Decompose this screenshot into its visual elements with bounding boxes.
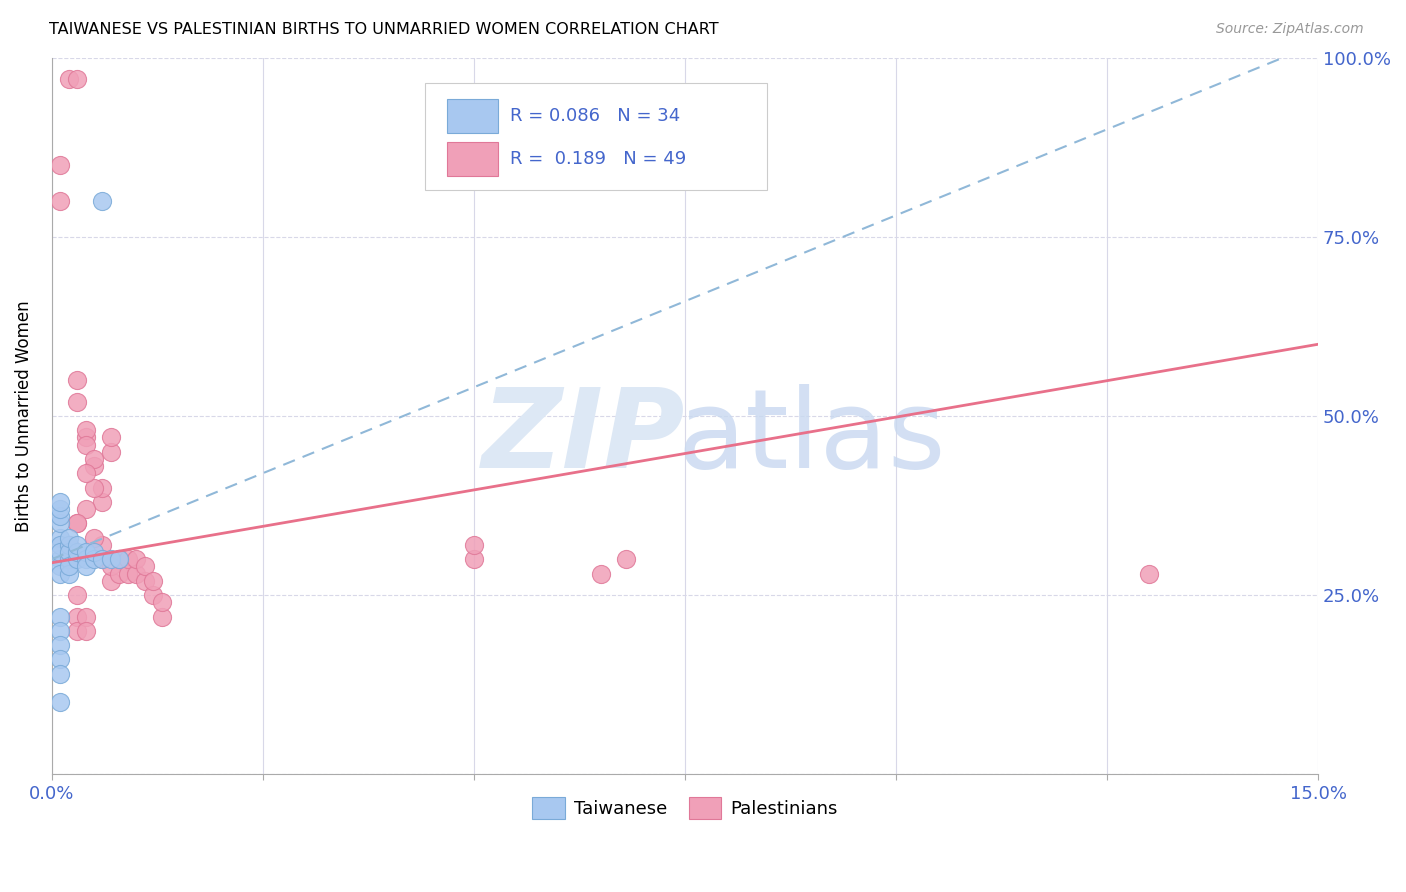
Point xyxy=(58,531,80,545)
Text: TAIWANESE VS PALESTINIAN BIRTHS TO UNMARRIED WOMEN CORRELATION CHART: TAIWANESE VS PALESTINIAN BIRTHS TO UNMAR… xyxy=(49,22,718,37)
Point xyxy=(100,430,122,444)
Point xyxy=(100,559,122,574)
Point xyxy=(49,566,72,581)
Bar xyxy=(447,142,498,176)
Point xyxy=(58,552,80,566)
Point xyxy=(49,502,72,516)
Point xyxy=(134,574,156,588)
Point xyxy=(49,638,72,652)
Bar xyxy=(447,98,498,133)
Point xyxy=(66,545,89,559)
Point xyxy=(83,451,105,466)
Point xyxy=(83,458,105,473)
Point xyxy=(83,481,105,495)
Point xyxy=(108,552,131,566)
Point xyxy=(49,194,72,208)
Point xyxy=(49,509,72,524)
Point xyxy=(58,538,80,552)
Point xyxy=(75,467,97,481)
Point xyxy=(91,481,114,495)
Legend: Taiwanese, Palestinians: Taiwanese, Palestinians xyxy=(524,789,845,826)
Point xyxy=(75,423,97,437)
Point xyxy=(49,531,72,545)
Point xyxy=(49,696,72,710)
Point xyxy=(463,538,485,552)
Point xyxy=(75,502,97,516)
Point xyxy=(91,552,114,566)
Point xyxy=(125,566,148,581)
Point xyxy=(83,545,105,559)
Point xyxy=(66,552,89,566)
Y-axis label: Births to Unmarried Women: Births to Unmarried Women xyxy=(15,300,32,532)
Point xyxy=(75,545,97,559)
Point xyxy=(91,194,114,208)
Point xyxy=(58,545,80,559)
Point xyxy=(58,552,80,566)
Text: atlas: atlas xyxy=(678,384,946,491)
Point xyxy=(49,666,72,681)
Point xyxy=(75,552,97,566)
Point xyxy=(91,538,114,552)
Point xyxy=(100,574,122,588)
Point xyxy=(58,566,80,581)
Point xyxy=(75,559,97,574)
Point xyxy=(66,516,89,531)
Point xyxy=(1137,566,1160,581)
Point xyxy=(142,574,165,588)
Point xyxy=(66,624,89,638)
Point xyxy=(117,566,139,581)
Point xyxy=(49,559,72,574)
Point xyxy=(589,566,612,581)
Point xyxy=(58,559,80,574)
Point xyxy=(134,559,156,574)
Point xyxy=(108,566,131,581)
Point xyxy=(49,624,72,638)
Point xyxy=(66,538,89,552)
Point xyxy=(66,588,89,602)
Point xyxy=(58,72,80,87)
Point xyxy=(66,72,89,87)
Point xyxy=(614,552,637,566)
Point xyxy=(125,552,148,566)
Point xyxy=(49,552,72,566)
Point xyxy=(463,552,485,566)
Point xyxy=(75,624,97,638)
Text: Source: ZipAtlas.com: Source: ZipAtlas.com xyxy=(1216,22,1364,37)
Point xyxy=(49,545,72,559)
Point xyxy=(117,552,139,566)
Point xyxy=(66,394,89,409)
Text: R =  0.189   N = 49: R = 0.189 N = 49 xyxy=(510,150,686,168)
Point xyxy=(75,437,97,451)
Point xyxy=(49,538,72,552)
Point xyxy=(66,373,89,387)
Text: R = 0.086   N = 34: R = 0.086 N = 34 xyxy=(510,107,681,125)
Point xyxy=(75,430,97,444)
Point xyxy=(83,552,105,566)
Point xyxy=(49,516,72,531)
Point xyxy=(150,609,173,624)
Point xyxy=(49,158,72,172)
Point xyxy=(100,444,122,458)
Point xyxy=(150,595,173,609)
Point xyxy=(142,588,165,602)
Point xyxy=(100,552,122,566)
Text: ZIP: ZIP xyxy=(482,384,685,491)
FancyBboxPatch shape xyxy=(426,83,768,190)
Point xyxy=(58,538,80,552)
Point xyxy=(66,516,89,531)
Point xyxy=(108,552,131,566)
Point xyxy=(49,652,72,666)
Point xyxy=(75,609,97,624)
Point xyxy=(83,531,105,545)
Point xyxy=(66,609,89,624)
Point xyxy=(91,495,114,509)
Point xyxy=(49,495,72,509)
Point xyxy=(91,552,114,566)
Point xyxy=(49,609,72,624)
